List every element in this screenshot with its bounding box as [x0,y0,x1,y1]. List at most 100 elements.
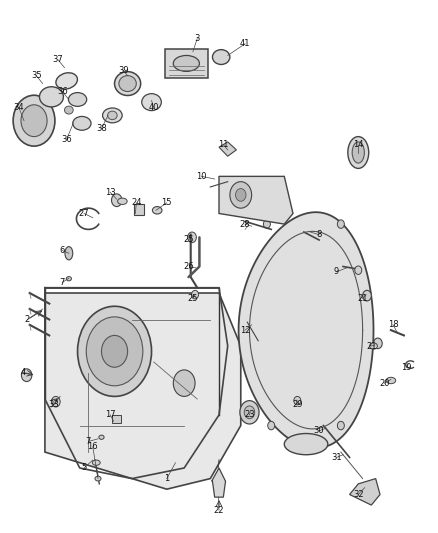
Text: 39: 39 [118,66,129,75]
Circle shape [21,105,47,136]
FancyBboxPatch shape [165,49,208,78]
Text: 8: 8 [316,230,322,239]
Circle shape [13,95,55,146]
Text: 41: 41 [240,39,251,49]
Text: 24: 24 [131,198,141,207]
Polygon shape [219,176,293,224]
Ellipse shape [73,116,91,130]
Text: 38: 38 [96,124,107,133]
Text: 37: 37 [53,55,64,64]
Text: 27: 27 [79,209,89,218]
Text: 29: 29 [292,400,303,409]
Ellipse shape [117,198,127,205]
Polygon shape [45,293,241,489]
Circle shape [355,266,362,274]
Polygon shape [350,479,380,505]
Ellipse shape [66,277,71,281]
Polygon shape [212,468,226,497]
Text: 19: 19 [401,363,411,372]
Text: 5: 5 [81,464,87,472]
Ellipse shape [92,460,100,465]
Circle shape [363,290,371,301]
Ellipse shape [284,433,328,455]
Text: 20: 20 [379,378,390,387]
Text: 1: 1 [164,474,170,483]
Ellipse shape [68,93,87,107]
Ellipse shape [108,111,117,119]
Text: 26: 26 [183,262,194,271]
Ellipse shape [152,207,162,214]
Text: 36: 36 [57,87,68,96]
Ellipse shape [39,87,64,107]
Polygon shape [219,142,237,156]
Circle shape [191,290,198,299]
Text: 17: 17 [105,410,116,419]
Ellipse shape [64,106,73,114]
Circle shape [187,232,196,243]
Text: 12: 12 [240,326,251,335]
Text: 36: 36 [61,135,72,144]
Ellipse shape [65,247,73,260]
Text: 10: 10 [196,172,207,181]
Text: 21: 21 [357,294,368,303]
Text: 14: 14 [353,140,364,149]
Ellipse shape [386,377,396,384]
Text: 4: 4 [21,368,26,377]
Circle shape [244,406,254,419]
Circle shape [240,401,259,424]
Circle shape [230,182,252,208]
Ellipse shape [95,476,101,481]
Text: 35: 35 [31,71,42,80]
Circle shape [86,317,143,386]
Ellipse shape [173,55,199,71]
Text: 31: 31 [331,453,342,462]
Circle shape [268,421,275,430]
FancyBboxPatch shape [134,204,144,215]
Text: 3: 3 [194,34,200,43]
Ellipse shape [115,71,141,95]
Text: 9: 9 [334,268,339,276]
Ellipse shape [142,94,161,111]
Text: 25: 25 [183,236,194,245]
Text: 18: 18 [388,320,399,329]
Text: 15: 15 [162,198,172,207]
Circle shape [294,397,301,405]
Text: 28: 28 [240,220,251,229]
Text: 2: 2 [25,315,30,324]
Ellipse shape [102,108,122,123]
Text: 25: 25 [187,294,198,303]
Ellipse shape [99,435,104,439]
Ellipse shape [56,73,78,89]
Circle shape [21,369,32,382]
Circle shape [236,189,246,201]
Circle shape [337,421,344,430]
Text: 11: 11 [218,140,229,149]
Circle shape [337,220,344,228]
Text: 22: 22 [214,506,224,515]
Ellipse shape [212,50,230,64]
Circle shape [374,338,382,349]
Text: 30: 30 [314,426,325,435]
Text: 13: 13 [105,188,116,197]
Circle shape [78,306,152,397]
Ellipse shape [352,142,364,163]
Circle shape [173,370,195,397]
Polygon shape [239,212,374,448]
Ellipse shape [370,343,378,349]
Text: 40: 40 [148,103,159,112]
Text: 6: 6 [60,246,65,255]
Text: 23: 23 [244,410,255,419]
Circle shape [51,397,60,407]
Text: 21: 21 [366,342,377,351]
Text: 7: 7 [86,437,91,446]
Ellipse shape [119,76,136,92]
FancyBboxPatch shape [113,415,121,423]
Text: 7: 7 [60,278,65,287]
Text: 33: 33 [48,400,59,409]
Circle shape [263,220,270,228]
Text: 16: 16 [88,442,98,451]
Circle shape [102,335,127,367]
Circle shape [112,194,122,207]
Text: 32: 32 [353,490,364,499]
Text: 34: 34 [14,103,24,112]
